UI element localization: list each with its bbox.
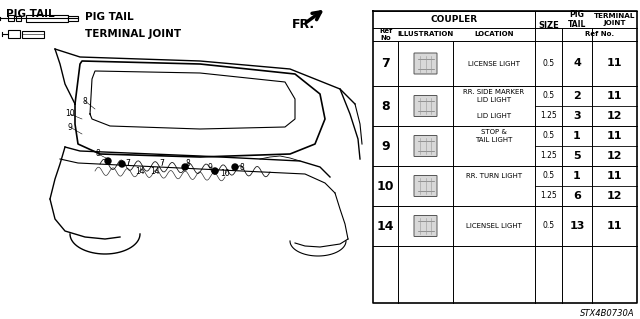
Text: 8: 8 xyxy=(83,97,88,106)
Text: RR. TURN LIGHT: RR. TURN LIGHT xyxy=(466,173,522,179)
Bar xyxy=(22,31,44,38)
Text: 1.25: 1.25 xyxy=(540,112,557,121)
Text: 0.5: 0.5 xyxy=(543,172,555,181)
Bar xyxy=(16,16,21,20)
FancyBboxPatch shape xyxy=(414,53,437,74)
Text: 0.5: 0.5 xyxy=(543,131,555,140)
Text: 1: 1 xyxy=(573,171,581,181)
Text: 11: 11 xyxy=(607,131,622,141)
Circle shape xyxy=(212,168,218,174)
Text: 1: 1 xyxy=(573,131,581,141)
Text: 8: 8 xyxy=(95,150,100,159)
Text: 1.25: 1.25 xyxy=(540,191,557,201)
Text: LICENSE LIGHT: LICENSE LIGHT xyxy=(468,61,520,66)
Text: Ref No.: Ref No. xyxy=(585,32,614,38)
Text: 14: 14 xyxy=(150,167,160,176)
Text: 12: 12 xyxy=(607,151,622,161)
Text: LID LIGHT: LID LIGHT xyxy=(477,113,511,119)
Text: 10: 10 xyxy=(220,169,230,179)
Circle shape xyxy=(232,164,238,170)
Text: 14: 14 xyxy=(377,219,394,233)
Text: 10: 10 xyxy=(377,180,394,192)
FancyBboxPatch shape xyxy=(414,175,437,197)
Text: 9: 9 xyxy=(207,162,212,172)
Text: 12: 12 xyxy=(607,111,622,121)
Text: 2: 2 xyxy=(573,91,581,101)
Text: Ref
No: Ref No xyxy=(379,28,392,41)
Text: 13: 13 xyxy=(570,221,585,231)
Text: 11: 11 xyxy=(607,171,622,181)
Text: 0.5: 0.5 xyxy=(543,221,555,231)
Text: 7: 7 xyxy=(381,57,390,70)
Text: 9: 9 xyxy=(381,139,390,152)
Bar xyxy=(8,15,14,21)
Text: 4: 4 xyxy=(573,58,581,69)
Text: STX4B0730A: STX4B0730A xyxy=(580,308,635,317)
Text: LOCATION: LOCATION xyxy=(474,32,514,38)
Text: SIZE: SIZE xyxy=(538,21,559,31)
Text: 0.5: 0.5 xyxy=(543,92,555,100)
Text: PIG TAIL: PIG TAIL xyxy=(85,12,134,22)
Circle shape xyxy=(105,158,111,164)
Text: 7: 7 xyxy=(159,160,164,168)
Text: STOP &
TAIL LIGHT: STOP & TAIL LIGHT xyxy=(476,130,513,143)
Text: 9: 9 xyxy=(68,122,72,131)
FancyBboxPatch shape xyxy=(414,95,437,116)
Text: ILLUSTRATION: ILLUSTRATION xyxy=(397,32,454,38)
Text: 8: 8 xyxy=(381,100,390,113)
Text: COUPLER: COUPLER xyxy=(431,15,477,24)
Text: 0.5: 0.5 xyxy=(543,59,555,68)
Text: 14: 14 xyxy=(135,167,145,175)
Text: FR.: FR. xyxy=(292,18,315,31)
Text: 11: 11 xyxy=(607,58,622,69)
Text: LICENSEL LIGHT: LICENSEL LIGHT xyxy=(466,223,522,229)
Text: 11: 11 xyxy=(607,91,622,101)
Text: TERMINAL
JOINT: TERMINAL JOINT xyxy=(594,13,635,26)
Bar xyxy=(68,16,78,20)
Text: 5: 5 xyxy=(573,151,581,161)
FancyBboxPatch shape xyxy=(414,136,437,157)
Text: 6: 6 xyxy=(573,191,581,201)
Bar xyxy=(8,30,20,38)
Text: 1.25: 1.25 xyxy=(540,152,557,160)
Circle shape xyxy=(119,161,125,167)
Text: PIG
TAIL: PIG TAIL xyxy=(568,10,586,29)
Text: 12: 12 xyxy=(607,191,622,201)
Text: 7: 7 xyxy=(125,160,131,168)
FancyBboxPatch shape xyxy=(414,216,437,236)
Text: 8: 8 xyxy=(186,160,190,168)
Text: 8: 8 xyxy=(239,162,244,172)
Text: 3: 3 xyxy=(573,111,581,121)
Text: PIG TAIL: PIG TAIL xyxy=(6,9,54,19)
Text: 11: 11 xyxy=(607,221,622,231)
Bar xyxy=(26,14,68,21)
Text: RR. SIDE MARKER
LID LIGHT: RR. SIDE MARKER LID LIGHT xyxy=(463,90,525,102)
Text: 10: 10 xyxy=(65,109,75,118)
Text: TERMINAL JOINT: TERMINAL JOINT xyxy=(85,29,181,39)
Circle shape xyxy=(182,164,188,170)
